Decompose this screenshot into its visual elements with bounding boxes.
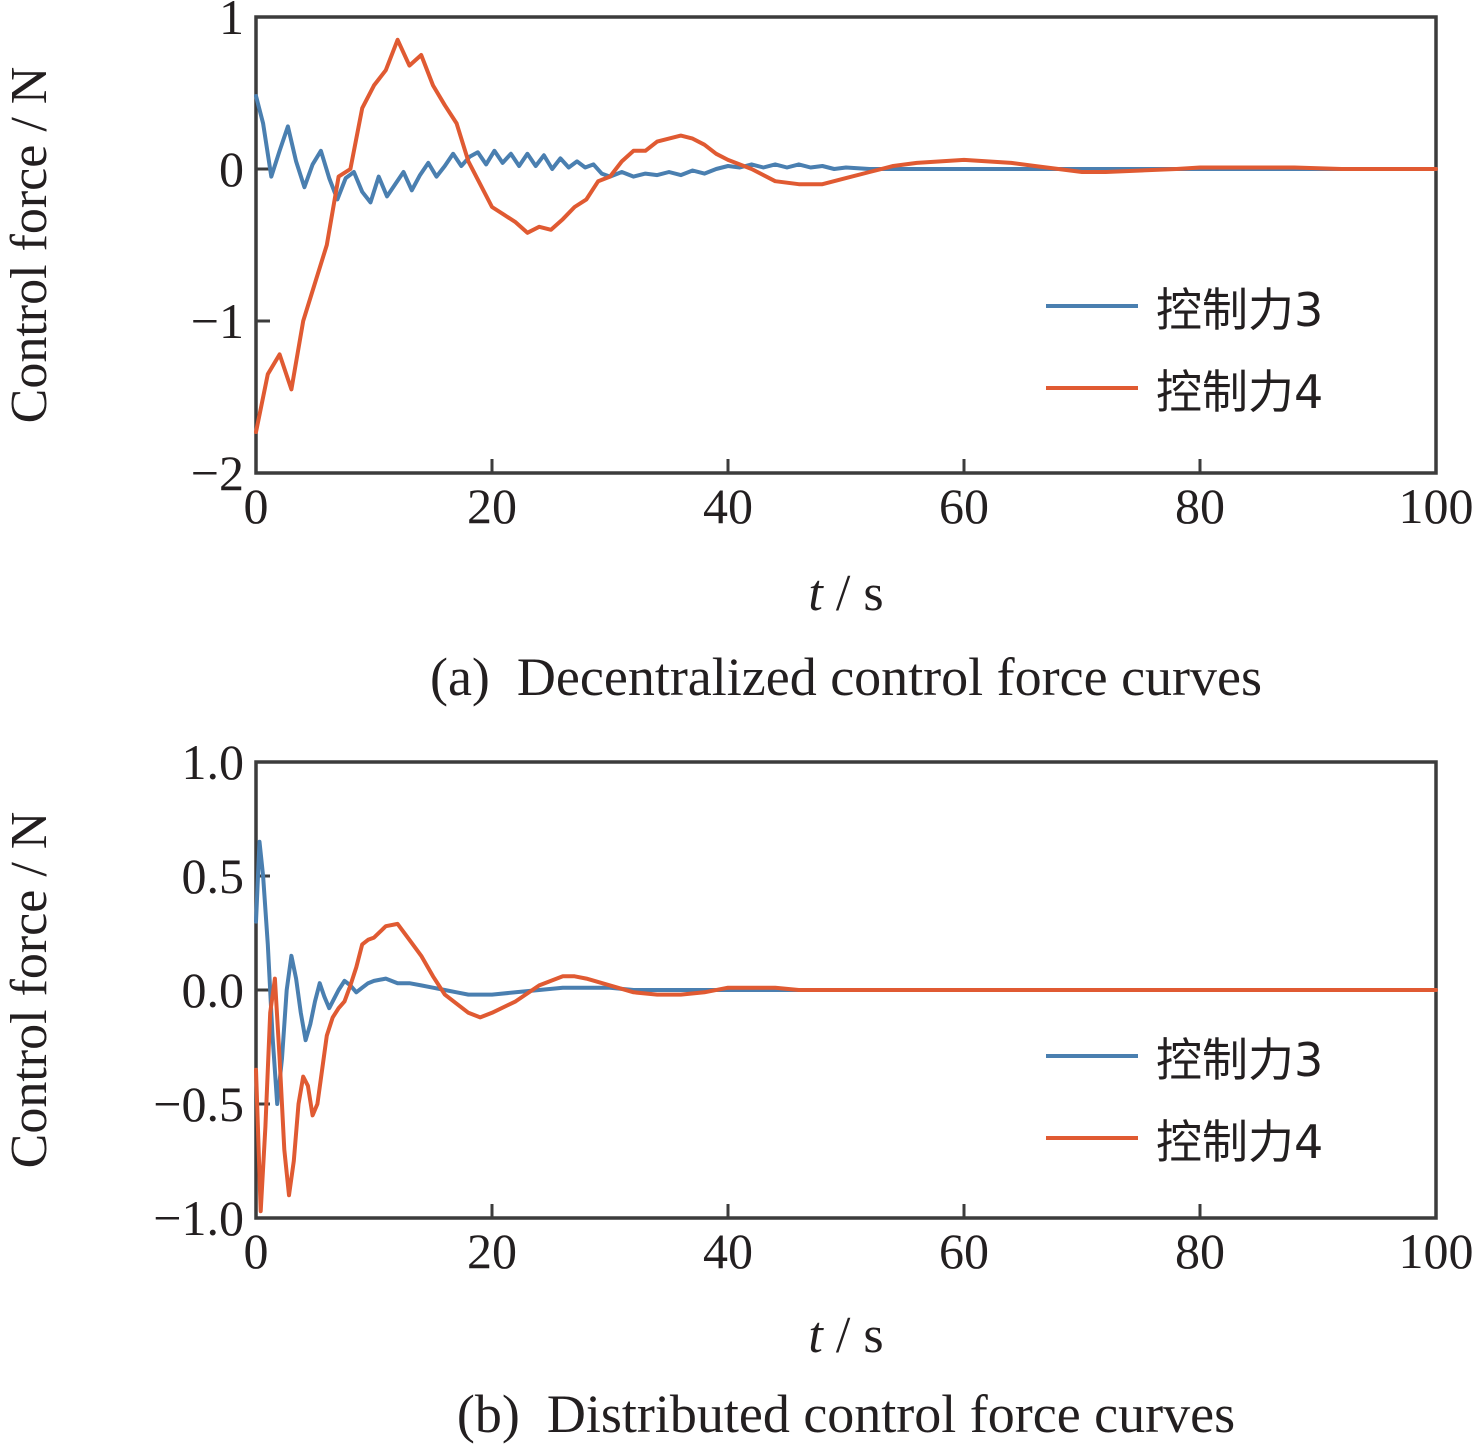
legend: 控制力3 控制力4 — [1046, 1033, 1323, 1169]
y-axis-title: Control force / N — [1, 812, 58, 1169]
series-line-3 — [254, 839, 1438, 1106]
plot-frame — [254, 15, 1438, 475]
x-axis-title-var: t — [808, 565, 824, 622]
x-tick-label: 100 — [1399, 478, 1474, 534]
x-tick-label: 100 — [1399, 1223, 1474, 1279]
y-tick-label: 1.0 — [182, 734, 245, 790]
series-line-3 — [254, 94, 1438, 205]
panel-b: 0 20 40 60 80 100 1.0 0.5 0.0 −0.5 −1.0 控制力3 控制力4… — [1, 734, 1474, 1444]
x-tick-label: 60 — [939, 1223, 989, 1279]
y-tick-label: 0 — [219, 141, 244, 197]
x-tick-marks — [254, 459, 1438, 473]
legend: 控制力3 控制力4 — [1046, 283, 1323, 419]
x-tick-label: 80 — [1175, 1223, 1225, 1279]
y-tick-label: 1 — [219, 0, 244, 45]
x-axis-title-var: t — [808, 1307, 824, 1364]
y-tick-label: −1.0 — [153, 1190, 244, 1246]
x-tick-labels: 0 20 40 60 80 100 — [244, 1223, 1474, 1279]
x-tick-label: 40 — [703, 1223, 753, 1279]
legend-label-series3: 控制力3 — [1156, 283, 1323, 337]
series-line-4 — [254, 37, 1438, 434]
y-tick-label: 0.0 — [182, 962, 245, 1018]
legend-label-series4: 控制力4 — [1156, 1115, 1323, 1169]
y-tick-label: −0.5 — [153, 1076, 244, 1132]
x-tick-label: 60 — [939, 478, 989, 534]
x-tick-label: 20 — [467, 478, 517, 534]
series-line-4 — [254, 921, 1438, 1214]
y-tick-marks — [256, 15, 270, 475]
legend-label-series4: 控制力4 — [1156, 365, 1323, 419]
y-tick-label: −2 — [191, 445, 244, 501]
x-tick-label: 40 — [703, 478, 753, 534]
series-layer — [254, 37, 1438, 434]
y-tick-labels: 1 0 −1 −2 — [191, 0, 244, 501]
x-axis-title: t / s — [808, 565, 883, 622]
y-tick-label: 0.5 — [182, 848, 245, 904]
x-tick-labels: 0 20 40 60 80 100 — [244, 478, 1474, 534]
x-tick-label: 80 — [1175, 478, 1225, 534]
x-axis-title-unit: / s — [823, 565, 884, 622]
x-tick-label: 0 — [244, 1223, 269, 1279]
y-axis-title: Control force / N — [1, 67, 58, 424]
x-axis-title: t / s — [808, 1307, 883, 1364]
panel-caption: (b) Distributed control force curves — [457, 1384, 1235, 1444]
x-tick-label: 0 — [244, 478, 269, 534]
x-tick-marks — [254, 1204, 1438, 1218]
panel-a: 0 20 40 60 80 100 1 0 −1 −2 控制力3 控制力4 Control fo… — [1, 0, 1474, 707]
x-axis-title-unit: / s — [823, 1307, 884, 1364]
y-tick-labels: 1.0 0.5 0.0 −0.5 −1.0 — [153, 734, 244, 1246]
panel-caption: (a) Decentralized control force curves — [430, 647, 1262, 707]
y-tick-label: −1 — [191, 293, 244, 349]
series-layer — [254, 839, 1438, 1214]
x-tick-label: 20 — [467, 1223, 517, 1279]
legend-label-series3: 控制力3 — [1156, 1033, 1323, 1087]
